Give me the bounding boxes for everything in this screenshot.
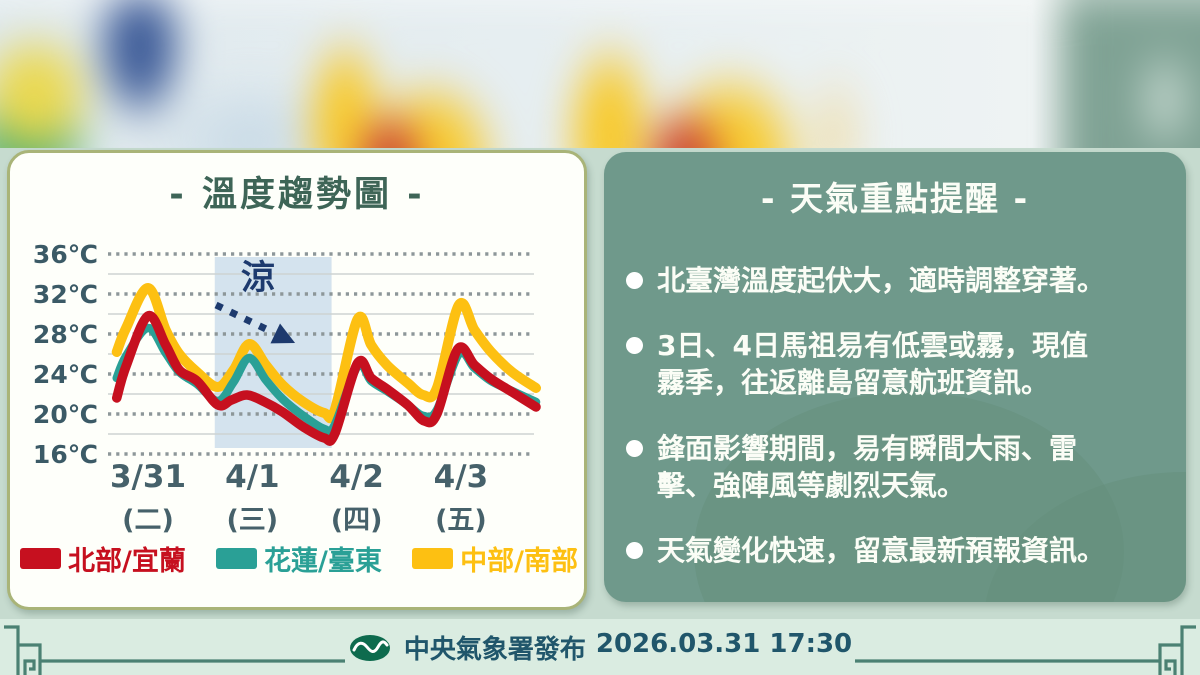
blur-blob	[90, 0, 190, 130]
cool-arrow-shaft	[214, 301, 274, 335]
x-tick-0401: 4/1 (三)	[225, 461, 279, 537]
blur-blob	[0, 0, 1200, 15]
x-tick-date: 3/31	[109, 459, 187, 495]
bullet-dot-icon	[626, 337, 643, 355]
legend-item-hualien-taitung: 花蓮/臺東	[216, 539, 382, 578]
decorative-blurred-header	[0, 0, 1200, 148]
list-item: 鋒面影響期間，易有瞬間大雨、雷 擊、強陣風等劇烈天氣。	[626, 430, 1172, 504]
x-tick-0403: 4/3 (五)	[434, 461, 488, 537]
legend-item-central-south: 中部/南部	[412, 539, 578, 578]
chart-legend: 北部/宜蘭 花蓮/臺東 中部/南部	[20, 539, 578, 578]
reminders-list: 北臺灣溫度起伏大，適時調整穿著。 3日、4日馬祖易有低雲或霧，現值 霧季，往返離…	[626, 262, 1172, 569]
blur-blob	[800, 60, 870, 148]
reminder-line: 天氣變化快速，留意最新預報資訊。	[657, 534, 1106, 568]
cool-annotation-label: 涼	[241, 258, 275, 298]
list-item: 天氣變化快速，留意最新預報資訊。	[626, 532, 1172, 569]
legend-swatch-north-yilan	[20, 548, 61, 569]
legend-swatch-hualien-taitung	[216, 548, 258, 569]
weather-reminders-panel: - 天氣重點提醒 - 北臺灣溫度起伏大，適時調整穿著。 3日、4日馬祖易有低雲或…	[604, 152, 1186, 602]
list-item: 北臺灣溫度起伏大，適時調整穿著。	[626, 262, 1172, 299]
reminder-line: 霧季，往返離島留意航班資訊。	[657, 366, 1050, 400]
blur-blob	[1130, 40, 1200, 148]
footer-attribution: 中央氣象署發布 2026.03.31 17:30	[0, 629, 1200, 666]
legend-label-central-south: 中部/南部	[460, 546, 578, 577]
corner-ornament-left	[4, 625, 345, 675]
legend-label-hualien-taitung: 花蓮/臺東	[264, 546, 382, 577]
y-axis-label: 20℃	[33, 400, 98, 429]
list-item: 3日、4日馬祖易有低雲或霧，現值 霧季，往返離島留意航班資訊。	[626, 327, 1172, 401]
y-axis-label: 28℃	[33, 320, 98, 349]
x-tick-0402: 4/2 (四)	[329, 461, 383, 537]
publish-datetime: 2026.03.31 17:30	[595, 629, 853, 659]
x-tick-weekday: (四)	[330, 504, 383, 536]
temperature-trend-chart: 36℃ 32℃ 28℃ 24℃ 20℃ 16℃ 涼	[33, 240, 542, 469]
reminder-text: 3日、4日馬祖易有低雲或霧，現值 霧季，往返離島留意航班資訊。	[657, 327, 1088, 401]
cooling-highlight-band	[214, 257, 332, 448]
reminder-line: 鋒面影響期間，易有瞬間大雨、雷	[657, 431, 1078, 465]
x-tick-date: 4/2	[329, 459, 384, 495]
reminders-title: - 天氣重點提醒 -	[760, 179, 1030, 218]
legend-label-north-yilan: 北部/宜蘭	[68, 546, 186, 577]
y-axis-label: 16℃	[33, 440, 98, 469]
bullet-dot-icon	[626, 439, 643, 457]
x-axis: 3/31 (二) 4/1 (三) 4/2 (四) 4/3 (五)	[10, 461, 584, 539]
cool-arrow-head	[270, 323, 296, 344]
x-tick-0331: 3/31 (二)	[110, 461, 186, 537]
blur-blobs	[0, 0, 1200, 148]
publisher: 中央氣象署發布	[403, 635, 586, 665]
reminder-line: 擊、強陣風等劇烈天氣。	[657, 468, 966, 502]
x-tick-weekday: (五)	[435, 504, 487, 536]
y-axis-label: 36℃	[33, 240, 98, 269]
x-tick-date: 4/3	[433, 459, 489, 495]
y-axis-label: 32℃	[33, 280, 98, 309]
x-tick-weekday: (二)	[122, 504, 174, 536]
legend-swatch-central-south	[412, 548, 454, 569]
corner-ornament-right	[855, 625, 1196, 675]
bullet-dot-icon	[626, 272, 643, 289]
reminder-line: 北臺灣溫度起伏大，適時調整穿著。	[657, 264, 1106, 297]
chart-title: - 溫度趨勢圖 -	[169, 175, 425, 215]
footer	[0, 619, 1200, 675]
series-line	[111, 311, 541, 446]
reminder-line: 3日、4日馬祖易有低雲或霧，現值	[657, 329, 1088, 363]
x-tick-date: 4/1	[225, 459, 280, 495]
temperature-chart-panel: 36℃ 32℃ 28℃ 24℃ 20℃ 16℃ 涼 - 溫度趨勢圖 - 3/31 (二) 4…	[7, 150, 587, 610]
bullet-dot-icon	[626, 542, 643, 560]
blur-blob	[0, 25, 100, 148]
x-tick-weekday: (三)	[226, 504, 279, 536]
legend-item-north-yilan: 北部/宜蘭	[20, 539, 186, 578]
reminder-text: 天氣變化快速，留意最新預報資訊。	[657, 532, 1105, 569]
footer-text: 中央氣象署發布 2026.03.31 17:30	[404, 629, 852, 666]
reminder-text: 鋒面影響期間，易有瞬間大雨、雷 擊、強陣風等劇烈天氣。	[657, 430, 1077, 504]
y-axis-label: 24℃	[33, 360, 98, 389]
series-line	[111, 283, 542, 424]
reminder-text: 北臺灣溫度起伏大，適時調整穿著。	[657, 262, 1105, 299]
cwa-logo-icon	[349, 634, 390, 661]
